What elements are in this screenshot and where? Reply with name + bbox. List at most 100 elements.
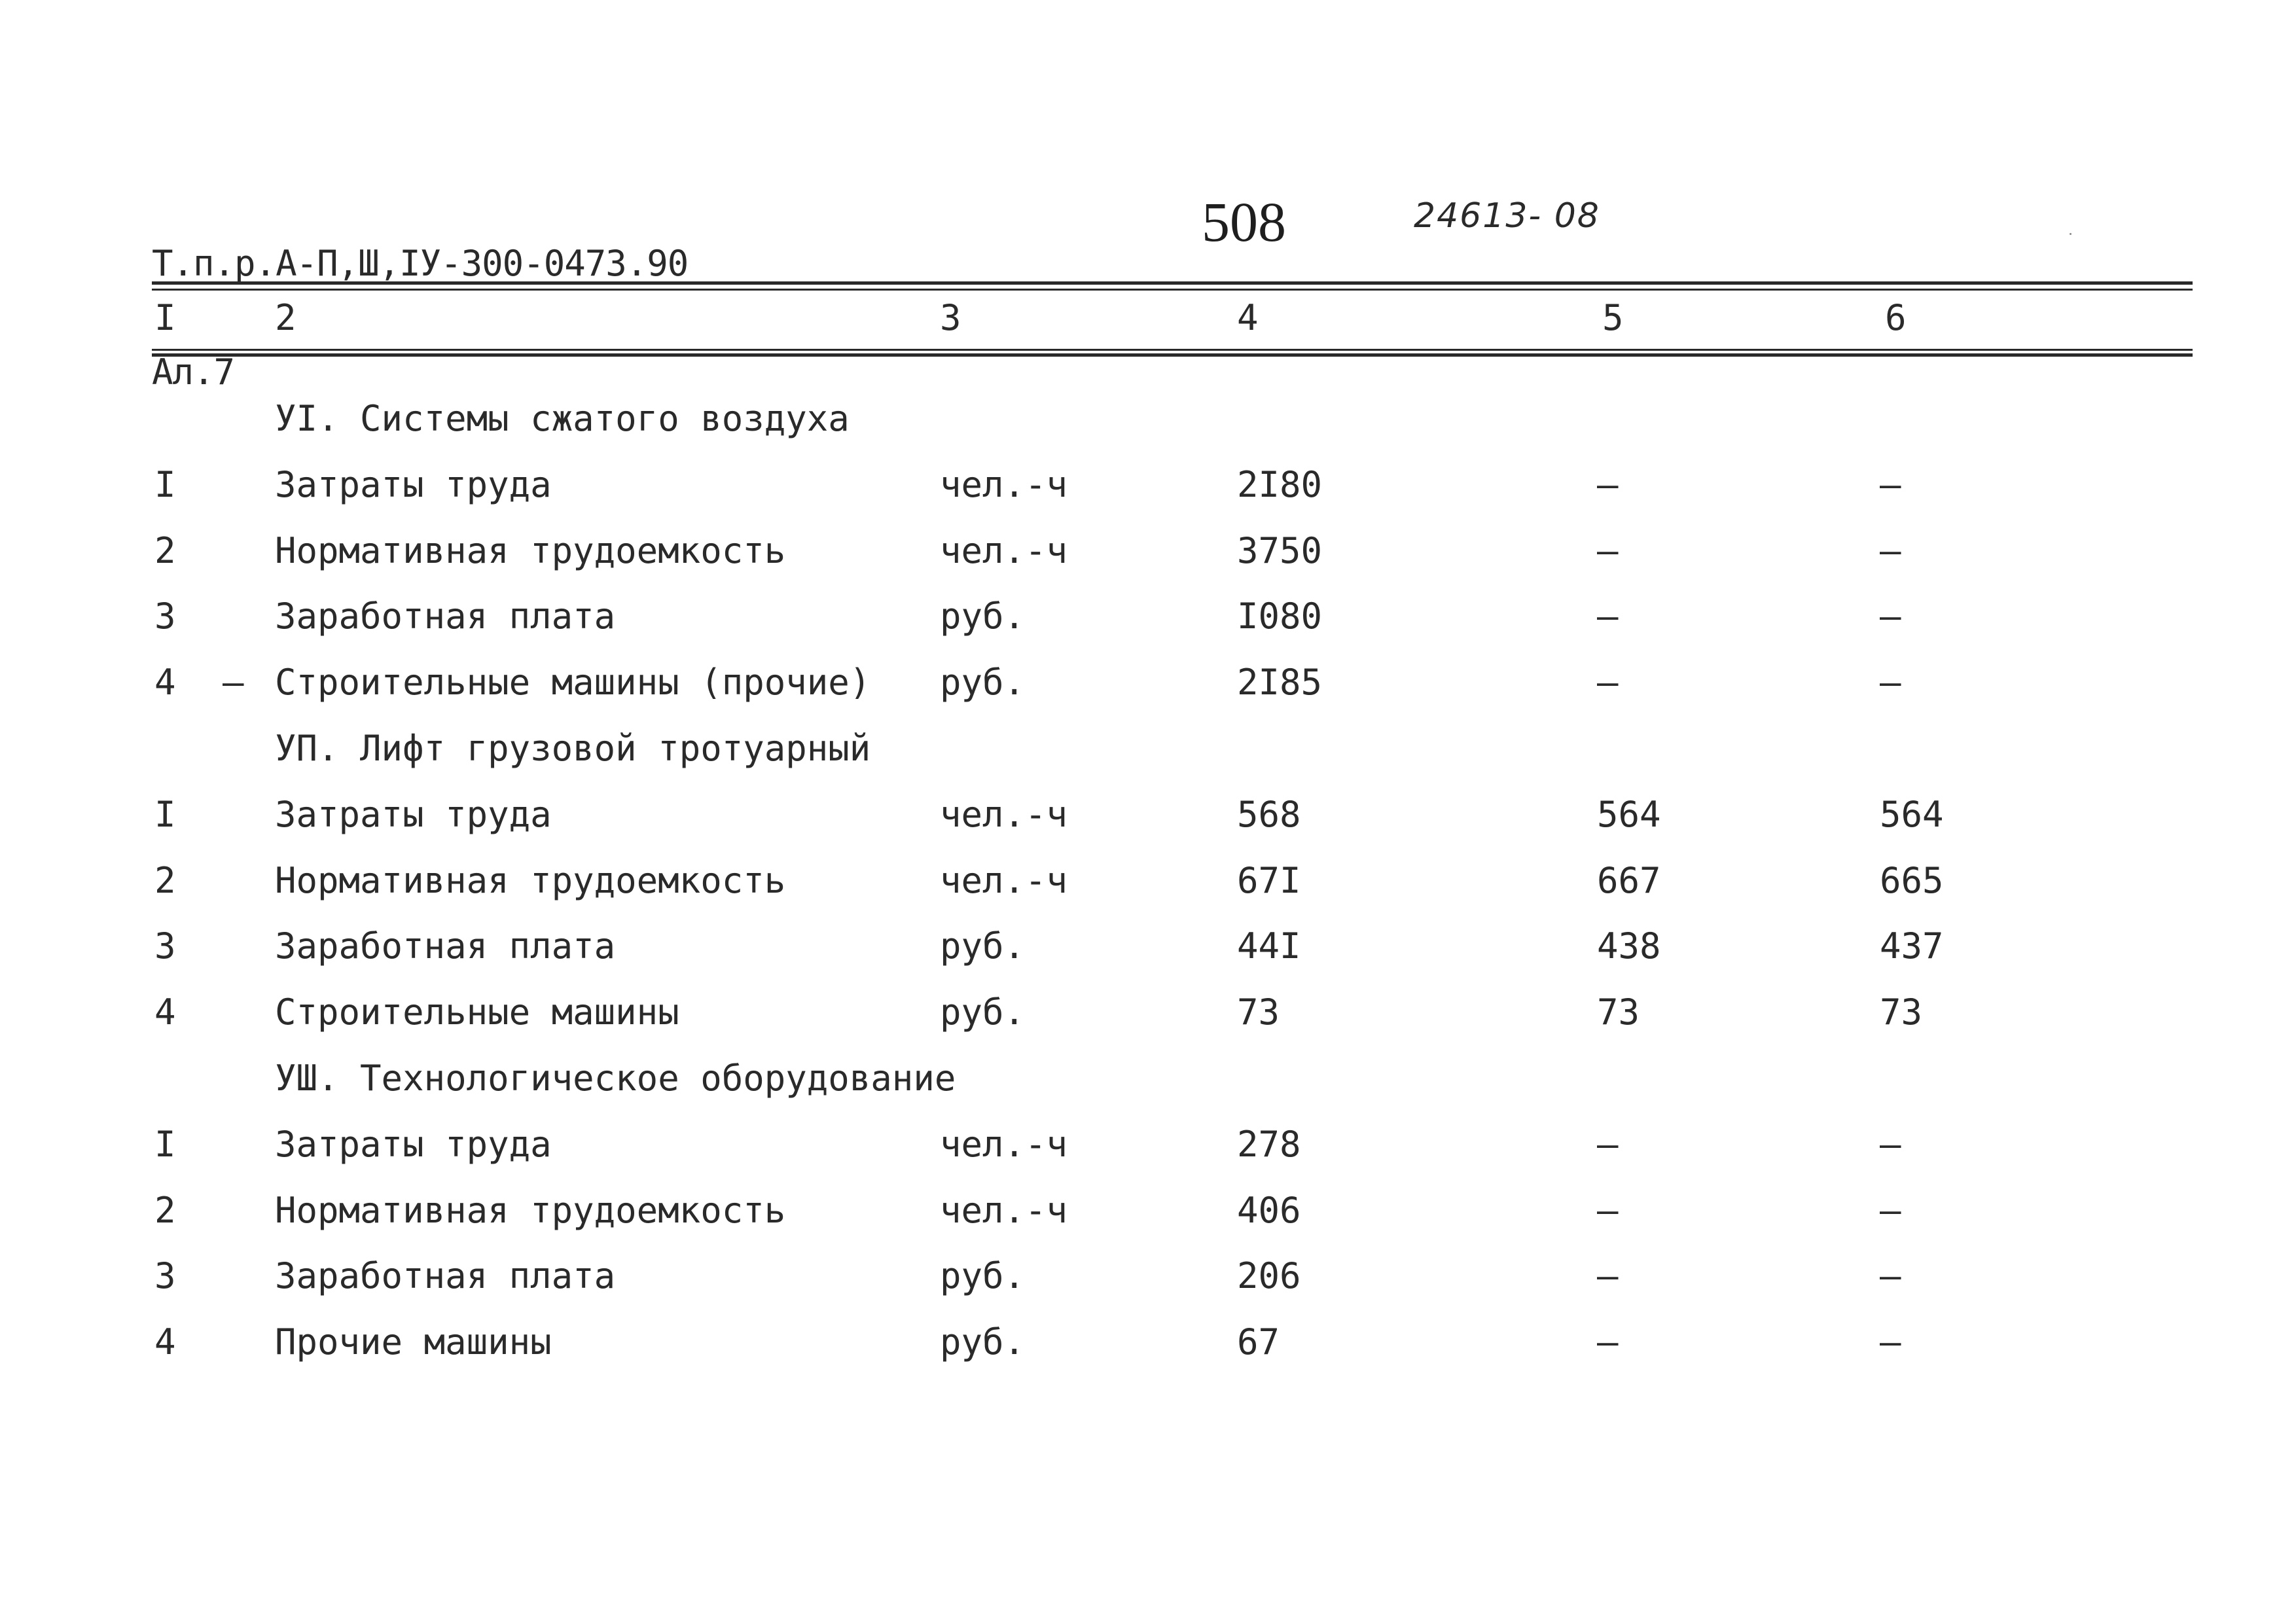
row-value-col5: 73 — [1597, 991, 1640, 1033]
row-value-col4: 406 — [1237, 1189, 1301, 1231]
header-rule-bottom — [152, 353, 2193, 357]
table-row: 2 Нормативная трудоемкость чел.-ч 406 – – — [0, 1178, 2296, 1243]
row-value-col4: 2I80 — [1237, 463, 1323, 505]
column-header-1: I — [154, 297, 176, 338]
row-value-col6: 665 — [1880, 859, 1944, 901]
header-rule-top-thin — [152, 289, 2193, 291]
section-title: УI. Системы сжатого воздуха — [275, 398, 850, 439]
row-value-col6: – — [1880, 662, 1901, 704]
section-title: УШ. Технологическое оборудование — [275, 1058, 956, 1099]
row-value-col4: 67I — [1237, 859, 1301, 901]
row-value-col4: 568 — [1237, 793, 1301, 835]
row-unit: чел.-ч — [940, 463, 1068, 505]
row-value-col4: 44I — [1237, 925, 1301, 967]
row-name: Заработная плата — [275, 596, 616, 637]
row-number: 3 — [154, 925, 176, 967]
table-row: 2 Нормативная трудоемкость чел.-ч 3750 – – — [0, 518, 2296, 584]
header-rule-top — [152, 281, 2193, 285]
row-value-col4: I080 — [1237, 596, 1323, 637]
row-unit: руб. — [940, 925, 1026, 967]
row-unit: руб. — [940, 596, 1026, 637]
row-value-col5: 667 — [1597, 859, 1661, 901]
table-row: I Затраты труда чел.-ч 2I80 – – — [0, 452, 2296, 518]
row-number: 2 — [154, 859, 176, 901]
row-value-col4: 73 — [1237, 991, 1280, 1033]
section-title-row: УI. Системы сжатого воздуха — [0, 386, 2296, 452]
table-row: 3 Заработная плата руб. I080 – – — [0, 584, 2296, 649]
row-number: I — [154, 793, 176, 835]
row-name: Нормативная трудоемкость — [275, 1189, 786, 1231]
row-value-col6: 73 — [1880, 991, 1923, 1033]
row-number: 4 — [154, 991, 176, 1033]
row-value-col5: – — [1597, 1321, 1619, 1363]
row-number: 3 — [154, 596, 176, 637]
row-value-col5: – — [1597, 596, 1619, 637]
table-row: I Затраты труда чел.-ч 278 – – — [0, 1112, 2296, 1177]
row-value-col4: 3750 — [1237, 529, 1323, 571]
row-dash: – — [223, 662, 244, 704]
row-name: Нормативная трудоемкость — [275, 859, 786, 901]
column-header-4: 4 — [1237, 297, 1259, 338]
row-value-col6: – — [1880, 529, 1901, 571]
column-header-5: 5 — [1602, 297, 1624, 338]
column-header-3: 3 — [940, 297, 961, 338]
row-value-col5: 564 — [1597, 793, 1661, 835]
row-value-col6: – — [1880, 1189, 1901, 1231]
row-value-col6: – — [1880, 596, 1901, 637]
table-row: 3 Заработная плата руб. 206 – – — [0, 1243, 2296, 1309]
row-value-col6: 437 — [1880, 925, 1944, 967]
row-unit: чел.-ч — [940, 1189, 1068, 1231]
row-number: I — [154, 1123, 176, 1165]
row-value-col5: – — [1597, 662, 1619, 704]
page-number: 508 — [1202, 190, 1286, 253]
section-title-row: УШ. Технологическое оборудование — [0, 1046, 2296, 1111]
row-unit: чел.-ч — [940, 859, 1068, 901]
section-title: УП. Лифт грузовой тротуарный — [275, 728, 871, 769]
row-value-col5: – — [1597, 1123, 1619, 1165]
row-name: Строительные машины — [275, 991, 679, 1033]
table-row: 4 Строительные машины руб. 73 73 73 — [0, 980, 2296, 1045]
row-number: 4 — [154, 1321, 176, 1363]
row-value-col5: – — [1597, 463, 1619, 505]
row-value-col6: – — [1880, 1123, 1901, 1165]
row-number: 2 — [154, 1189, 176, 1231]
row-value-col5: 438 — [1597, 925, 1661, 967]
document-code: Т.п.р.А-П,Ш,IУ-300-0473.90 Ал.7 — [152, 175, 689, 428]
row-number: 4 — [154, 662, 176, 704]
row-value-col4: 67 — [1237, 1321, 1280, 1363]
row-unit: чел.-ч — [940, 793, 1068, 835]
table-row: 4 Прочие машины руб. 67 – – — [0, 1310, 2296, 1375]
row-number: 3 — [154, 1255, 176, 1297]
column-header-2: 2 — [275, 297, 296, 338]
row-unit: руб. — [940, 1321, 1026, 1363]
row-name: Заработная плата — [275, 925, 616, 967]
row-value-col5: – — [1597, 529, 1619, 571]
row-name: Затраты труда — [275, 1123, 552, 1165]
handwritten-code: 24613- 08 — [1414, 196, 1600, 236]
row-value-col5: – — [1597, 1189, 1619, 1231]
row-name: Заработная плата — [275, 1255, 616, 1297]
row-value-col6: – — [1880, 463, 1901, 505]
row-name: Прочие машины — [275, 1321, 552, 1363]
row-number: I — [154, 463, 176, 505]
row-value-col6: – — [1880, 1321, 1901, 1363]
section-title-row: УП. Лифт грузовой тротуарный — [0, 716, 2296, 781]
row-name: Строительные машины (прочие) — [275, 662, 871, 704]
row-unit: чел.-ч — [940, 529, 1068, 571]
document-code-line-1: Т.п.р.А-П,Ш,IУ-300-0473.90 — [152, 243, 689, 284]
table-row: I Затраты труда чел.-ч 568 564 564 — [0, 782, 2296, 847]
row-name: Нормативная трудоемкость — [275, 529, 786, 571]
row-value-col4: 278 — [1237, 1123, 1301, 1165]
table-row: 3 Заработная плата руб. 44I 438 437 — [0, 914, 2296, 979]
column-header-6: 6 — [1885, 297, 1907, 338]
row-unit: чел.-ч — [940, 1123, 1068, 1165]
row-value-col4: 206 — [1237, 1255, 1301, 1297]
document-code-line-2: Ал.7 — [152, 351, 235, 393]
row-number: 2 — [154, 529, 176, 571]
table-row: 2 Нормативная трудоемкость чел.-ч 67I 667 665 — [0, 848, 2296, 914]
header-rule-bottom-thin — [152, 349, 2193, 351]
row-unit: руб. — [940, 1255, 1026, 1297]
row-unit: руб. — [940, 991, 1026, 1033]
row-value-col6: – — [1880, 1255, 1901, 1297]
row-unit: руб. — [940, 662, 1026, 704]
